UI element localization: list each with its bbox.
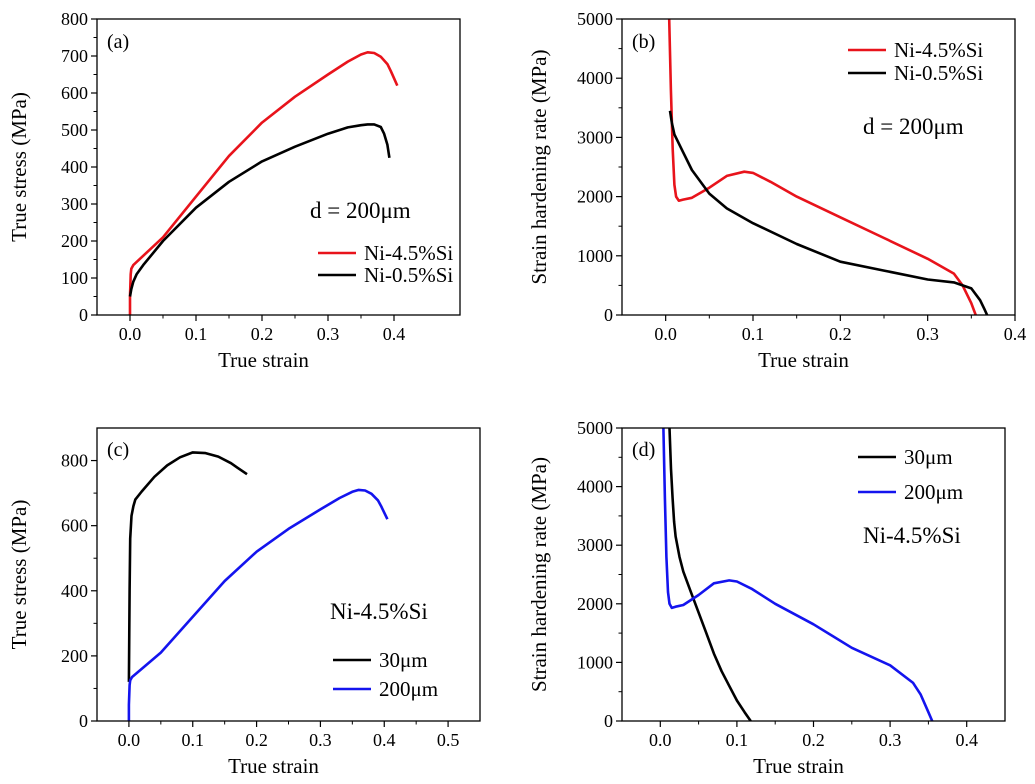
chart-annotation: d = 200μm (863, 114, 964, 139)
x-tick-label: 0.0 (119, 324, 142, 344)
y-tick-label: 3000 (577, 127, 613, 147)
x-tick-label: 0.5 (437, 730, 460, 750)
x-tick-label: 0.0 (654, 324, 677, 344)
x-tick-label: 0.4 (383, 324, 406, 344)
x-axis-label: True strain (753, 754, 844, 778)
y-axis-label: Strain hardening rate (MPa) (527, 457, 551, 692)
y-tick-label: 2000 (577, 594, 613, 614)
x-tick-label: 0.3 (879, 730, 902, 750)
chart-panel-d: 0.0 0.1 0.2 0.3 0.4 0 1000 2000 3000 4000 5000 True… (527, 418, 1006, 778)
legend-label: 200μm (904, 480, 963, 504)
legend-label: Ni-0.5%Si (894, 61, 983, 85)
y-tick-label: 600 (61, 516, 88, 536)
legend-label: Ni-0.5%Si (364, 263, 453, 287)
x-tick-label: 0.1 (742, 324, 765, 344)
x-tick-label: 0.0 (118, 730, 141, 750)
legend-label: Ni-4.5%Si (894, 38, 983, 62)
x-tick-label: 0.4 (955, 730, 978, 750)
x-tick-label: 0.4 (1004, 324, 1027, 344)
y-axis-label: True stress (MPa) (7, 92, 31, 242)
plot-frame (621, 427, 1006, 722)
series-line-1 (128, 51, 399, 315)
y-tick-label: 1000 (577, 652, 613, 672)
y-tick-label: 700 (61, 46, 88, 66)
x-tick-label: 0.2 (829, 324, 852, 344)
x-tick-label: 0.0 (649, 730, 672, 750)
y-tick-label: 400 (61, 157, 88, 177)
series-line-2 (128, 123, 391, 297)
y-tick-label: 5000 (577, 9, 613, 29)
y-tick-label: 1000 (577, 246, 613, 266)
y-tick-label: 300 (61, 194, 88, 214)
y-axis-label: True stress (MPa) (7, 500, 31, 650)
y-tick-label: 0 (604, 305, 613, 325)
panel-label: (a) (107, 31, 129, 53)
chart-panel-c: 0.0 0.1 0.2 0.3 0.4 0.5 0 200 400 600 800 True stra… (7, 427, 481, 778)
legend-label: 200μm (379, 677, 438, 701)
y-tick-label: 0 (79, 305, 88, 325)
x-axis-label: True strain (758, 348, 849, 372)
series-line-2 (668, 110, 989, 315)
chart-annotation: d = 200μm (310, 198, 411, 223)
y-tick-label: 100 (61, 268, 88, 288)
x-tick-label: 0.3 (317, 324, 340, 344)
x-tick-label: 0.3 (916, 324, 939, 344)
y-tick-label: 200 (61, 646, 88, 666)
series-line-1 (667, 19, 977, 315)
x-tick-label: 0.2 (802, 730, 825, 750)
legend-label: Ni-4.5%Si (364, 241, 453, 265)
series-line-2 (662, 428, 934, 721)
panel-label: (c) (107, 439, 129, 461)
y-tick-label: 600 (61, 83, 88, 103)
y-tick-label: 0 (604, 711, 613, 731)
y-tick-label: 200 (61, 231, 88, 251)
series-line-2 (127, 488, 389, 721)
x-tick-label: 0.1 (182, 730, 205, 750)
panel-label: (d) (632, 439, 655, 461)
x-tick-label: 0.2 (251, 324, 274, 344)
y-tick-label: 3000 (577, 535, 613, 555)
chart-panel-a: 0.0 0.1 0.2 0.3 0.4 0 100 200 300 400 500 600 700 800… (7, 9, 461, 372)
x-axis-label: True strain (218, 348, 309, 372)
series-line-1 (668, 428, 752, 721)
series-line-1 (127, 451, 248, 682)
y-axis-label: Strain hardening rate (MPa) (527, 49, 551, 284)
y-tick-label: 4000 (577, 68, 613, 88)
y-tick-label: 0 (79, 711, 88, 731)
y-tick-label: 400 (61, 581, 88, 601)
x-tick-label: 0.2 (245, 730, 268, 750)
y-tick-label: 800 (61, 451, 88, 471)
x-axis-label: True strain (228, 754, 319, 778)
legend-label: 30μm (904, 445, 953, 469)
x-tick-label: 0.4 (373, 730, 396, 750)
y-tick-label: 2000 (577, 187, 613, 207)
y-tick-label: 800 (61, 9, 88, 29)
legend-label: 30μm (379, 648, 428, 672)
x-tick-label: 0.3 (309, 730, 332, 750)
panel-label: (b) (632, 31, 655, 53)
y-tick-label: 4000 (577, 477, 613, 497)
chart-annotation: Ni-4.5%Si (330, 599, 428, 624)
y-tick-label: 5000 (577, 418, 613, 438)
chart-panel-b: 0.0 0.1 0.2 0.3 0.4 0 1000 2000 3000 4000 5000 True… (527, 9, 1026, 372)
y-tick-label: 500 (61, 120, 88, 140)
x-tick-label: 0.1 (185, 324, 208, 344)
chart-annotation: Ni-4.5%Si (863, 523, 961, 548)
x-tick-label: 0.1 (726, 730, 749, 750)
